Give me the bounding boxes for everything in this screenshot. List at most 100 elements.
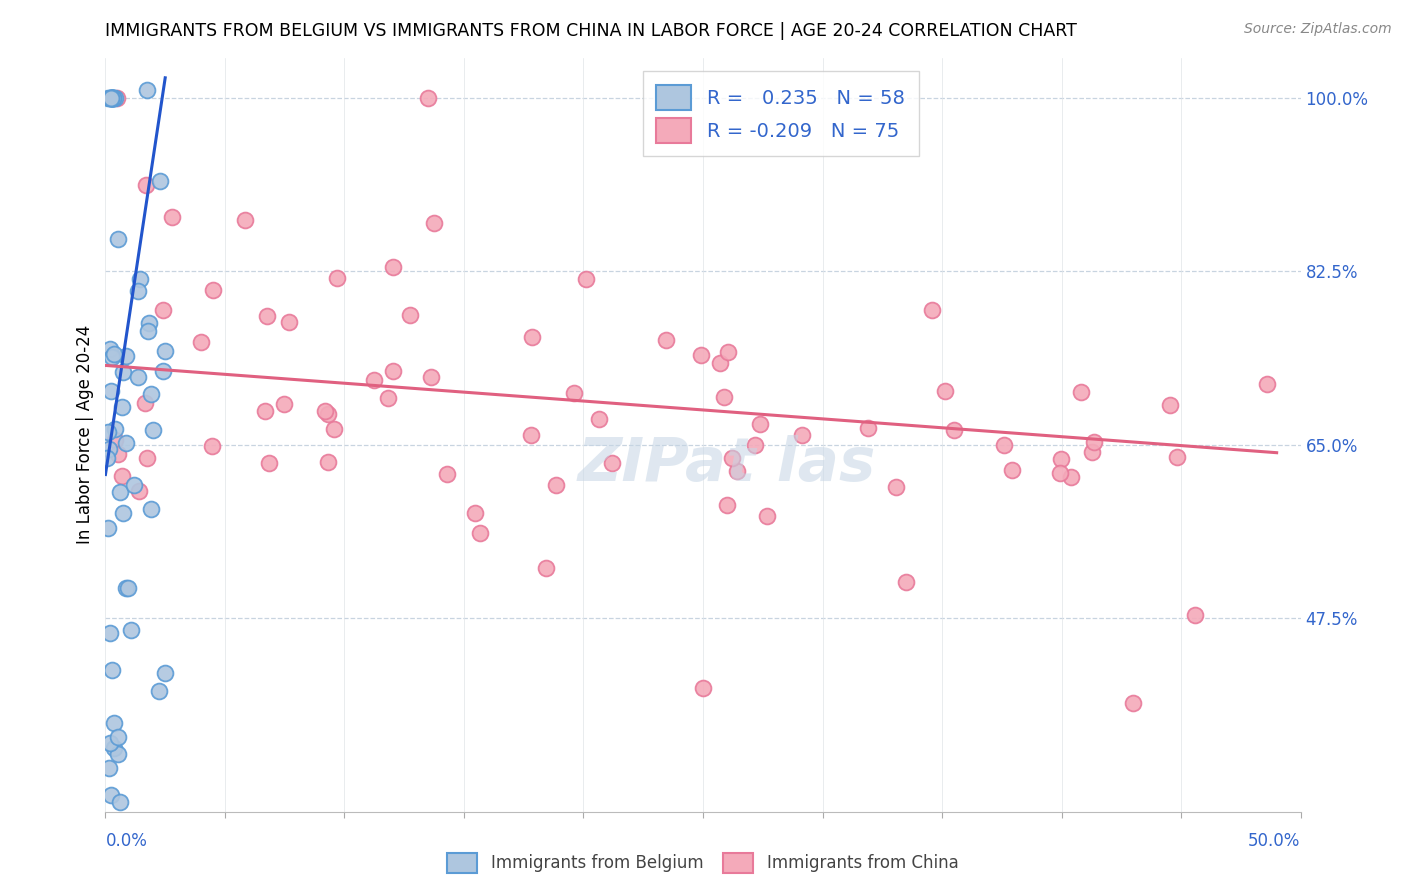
Point — [721, 450, 744, 465]
Point — [98, 90, 121, 104]
Point — [153, 343, 177, 358]
Point — [257, 456, 280, 470]
Point — [377, 391, 399, 405]
Point — [423, 216, 446, 230]
Text: 50.0%: 50.0% — [1249, 831, 1301, 849]
Point — [97, 90, 120, 104]
Point — [1070, 384, 1092, 399]
Point — [107, 730, 129, 744]
Point — [536, 560, 558, 574]
Point — [233, 213, 256, 227]
Point — [138, 316, 160, 330]
Point — [101, 90, 124, 104]
Point — [153, 665, 176, 680]
Point — [993, 438, 1015, 452]
Point — [111, 468, 134, 483]
Point — [141, 502, 163, 516]
Point — [318, 455, 340, 469]
Point — [103, 347, 125, 361]
Point — [420, 370, 443, 384]
Point — [112, 365, 135, 379]
Point — [139, 387, 162, 401]
Point — [110, 400, 132, 414]
Point — [107, 447, 129, 461]
Point — [1256, 376, 1278, 391]
Point — [725, 465, 748, 479]
Point — [148, 684, 170, 698]
Point — [717, 344, 740, 359]
Point — [97, 425, 120, 439]
Y-axis label: In Labor Force | Age 20-24: In Labor Force | Age 20-24 — [76, 326, 94, 544]
Point — [713, 390, 735, 404]
Point — [98, 626, 121, 640]
Point — [100, 90, 122, 104]
Point — [128, 284, 150, 298]
Point — [1122, 696, 1144, 710]
Point — [103, 716, 125, 731]
Point — [122, 478, 145, 492]
Point — [1083, 435, 1105, 450]
Point — [104, 422, 127, 436]
Point — [104, 433, 127, 447]
Point — [886, 480, 908, 494]
Point — [107, 90, 129, 104]
Point — [101, 350, 124, 364]
Point — [655, 334, 678, 348]
Point — [101, 90, 124, 104]
Point — [135, 178, 157, 192]
Point — [363, 373, 385, 387]
Point — [134, 396, 156, 410]
Point — [100, 789, 122, 803]
Point — [600, 456, 623, 470]
Point — [107, 747, 129, 761]
Point — [142, 424, 165, 438]
Point — [108, 795, 131, 809]
Point — [100, 384, 122, 398]
Point — [115, 435, 138, 450]
Point — [135, 83, 157, 97]
Point — [464, 506, 486, 520]
Point — [98, 90, 121, 104]
Point — [101, 90, 124, 104]
Point — [100, 90, 122, 104]
Text: IMMIGRANTS FROM BELGIUM VS IMMIGRANTS FROM CHINA IN LABOR FORCE | AGE 20-24 CORR: IMMIGRANTS FROM BELGIUM VS IMMIGRANTS FR… — [105, 22, 1077, 40]
Point — [108, 485, 131, 500]
Point — [101, 90, 124, 104]
Point — [436, 467, 458, 481]
Point — [149, 174, 172, 188]
Point — [520, 428, 543, 442]
Point — [381, 364, 404, 378]
Point — [323, 422, 346, 436]
Point — [314, 403, 336, 417]
Point — [1184, 608, 1206, 623]
Point — [96, 450, 118, 465]
Point — [100, 90, 122, 104]
Point — [381, 260, 404, 275]
Point — [1080, 445, 1102, 459]
Point — [104, 90, 127, 104]
Point — [128, 484, 150, 499]
Point — [256, 310, 278, 324]
Point — [575, 271, 598, 285]
Point — [190, 334, 212, 349]
Point — [202, 283, 225, 297]
Legend: Immigrants from Belgium, Immigrants from China: Immigrants from Belgium, Immigrants from… — [441, 847, 965, 880]
Point — [98, 762, 121, 776]
Point — [1059, 470, 1081, 484]
Point — [546, 478, 568, 492]
Point — [101, 90, 124, 104]
Point — [1049, 452, 1071, 467]
Point — [588, 412, 610, 426]
Point — [98, 736, 121, 750]
Point — [716, 498, 738, 512]
Point — [115, 581, 138, 595]
Point — [1001, 463, 1024, 477]
Point — [136, 451, 159, 466]
Point — [1166, 450, 1188, 464]
Point — [127, 370, 149, 384]
Point — [120, 623, 142, 637]
Point — [1049, 466, 1071, 480]
Point — [128, 272, 150, 286]
Point — [689, 348, 711, 362]
Point — [692, 681, 714, 695]
